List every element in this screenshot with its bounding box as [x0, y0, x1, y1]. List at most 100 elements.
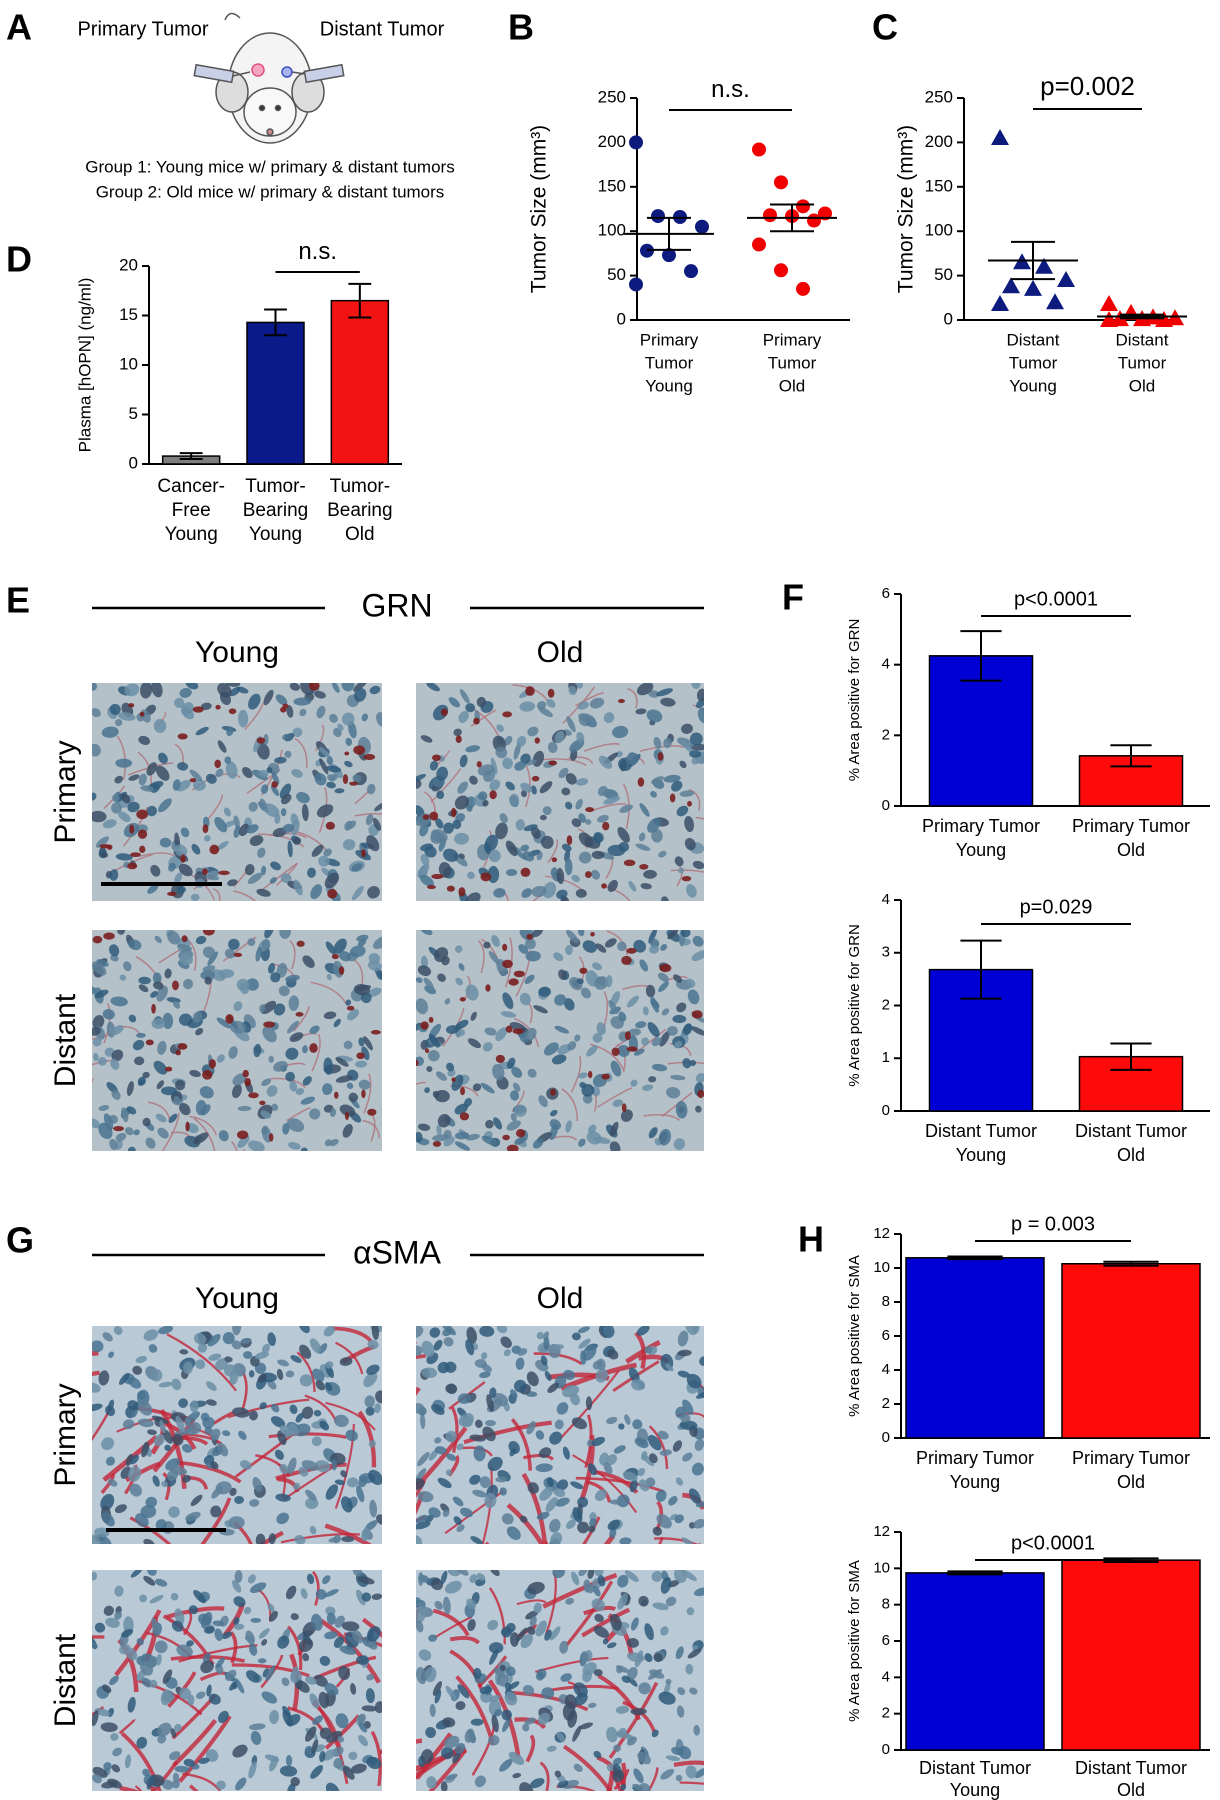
tissue-nucleus	[591, 850, 605, 860]
tissue-nucleus	[280, 808, 287, 817]
tissue-nucleus	[238, 1430, 247, 1440]
tissue-nucleus	[681, 740, 694, 754]
tissue-nucleus	[644, 1346, 653, 1354]
tissue-nucleus	[622, 1471, 638, 1481]
tissue-nucleus	[270, 1416, 286, 1428]
tissue-nucleus	[660, 943, 668, 951]
tissue-nucleus	[665, 1596, 677, 1607]
tissue-nucleus	[492, 1064, 505, 1081]
tissue-nucleus	[571, 1417, 588, 1430]
bar	[1061, 1559, 1201, 1751]
tissue-nucleus	[367, 1640, 378, 1650]
tissue-nucleus	[100, 1722, 118, 1732]
tissue-nucleus	[465, 703, 476, 713]
tissue-nucleus	[157, 1722, 172, 1737]
tissue-nucleus	[539, 1486, 554, 1501]
tissue-nucleus	[516, 735, 527, 747]
panel-label: B	[508, 7, 534, 48]
tissue-stain	[185, 1121, 190, 1132]
tissue-stain	[427, 885, 436, 890]
tissue-stain	[601, 1073, 610, 1080]
tissue-nucleus	[247, 1574, 256, 1584]
tissue-nucleus	[324, 1361, 334, 1369]
tissue-nucleus	[339, 1104, 356, 1117]
tissue-nucleus	[121, 1628, 134, 1638]
tissue-nucleus	[549, 1431, 563, 1445]
tissue-nucleus	[310, 884, 323, 900]
y-tick-label: 250	[925, 87, 953, 106]
tissue-nucleus	[607, 844, 626, 857]
tissue-nucleus	[426, 1066, 433, 1072]
tissue-nucleus	[210, 1428, 221, 1439]
tissue-nucleus	[143, 1575, 156, 1586]
tissue-nucleus	[171, 1620, 184, 1632]
tissue-nucleus	[656, 1513, 672, 1529]
tissue-nucleus	[92, 1403, 103, 1412]
tissue-stain	[585, 807, 595, 813]
tissue-strand	[470, 709, 497, 727]
tissue-nucleus	[266, 1085, 278, 1097]
tissue-nucleus	[115, 718, 123, 727]
tissue-nucleus	[637, 1468, 646, 1477]
tissue-nucleus	[417, 1491, 434, 1503]
tissue-nucleus	[630, 1617, 639, 1631]
tissue-nucleus	[345, 737, 353, 746]
tissue-nucleus	[129, 1483, 142, 1497]
tissue-nucleus	[509, 793, 520, 808]
tissue-nucleus	[324, 1682, 339, 1696]
tissue-strand	[362, 1119, 380, 1139]
y-tick-label: 0	[882, 1429, 890, 1446]
tissue-nucleus	[693, 1519, 704, 1529]
tissue-nucleus	[531, 785, 537, 795]
tissue-nucleus	[211, 1485, 223, 1499]
tissue-nucleus	[322, 1749, 337, 1761]
tissue-nucleus	[470, 1011, 477, 1021]
x-tick-label: Distant Tumor	[925, 1121, 1037, 1141]
tissue-nucleus	[202, 1652, 211, 1663]
tissue-strand	[311, 1570, 320, 1606]
tissue-nucleus	[566, 930, 579, 944]
tissue-nucleus	[638, 1682, 651, 1695]
x-tick-label: Tumor-	[330, 476, 391, 497]
tissue-nucleus	[511, 1066, 523, 1078]
tissue-nucleus	[689, 1059, 697, 1067]
tissue-stain	[296, 940, 305, 947]
tissue-nucleus	[424, 1666, 437, 1683]
tissue-nucleus	[429, 760, 439, 771]
tissue-nucleus	[269, 1710, 280, 1725]
tissue-nucleus	[287, 1423, 299, 1436]
tissue-stain	[513, 970, 525, 978]
tissue-nucleus	[496, 1326, 508, 1334]
tissue-nucleus	[284, 750, 292, 758]
tissue-nucleus	[243, 1606, 252, 1615]
tissue-nucleus	[218, 1130, 229, 1142]
tissue-nucleus	[532, 750, 545, 767]
tissue-nucleus	[358, 1037, 365, 1047]
tissue-nucleus	[102, 1009, 115, 1020]
tissue-nucleus	[520, 1634, 533, 1649]
tissue-nucleus	[313, 1409, 322, 1417]
tissue-strand	[199, 1671, 226, 1682]
data-point	[662, 248, 676, 263]
y-tick-label: 3	[882, 944, 890, 961]
tissue-nucleus	[179, 687, 192, 698]
data-point	[629, 277, 643, 292]
tissue-stain	[495, 1054, 505, 1063]
tissue-nucleus	[636, 1326, 650, 1336]
tissue-nucleus	[626, 752, 639, 765]
tissue-nucleus	[501, 1513, 514, 1525]
tissue-nucleus	[237, 1105, 252, 1112]
tissue-nucleus	[195, 1691, 206, 1699]
tissue-nucleus	[420, 865, 427, 872]
tissue-strand	[244, 702, 264, 730]
tissue-stain	[361, 849, 366, 858]
tissue-nucleus	[150, 991, 158, 998]
tissue-nucleus	[549, 1626, 561, 1641]
tissue-nucleus	[438, 862, 452, 878]
tissue-nucleus	[455, 1701, 466, 1711]
tissue-nucleus	[435, 1071, 447, 1081]
tissue-nucleus	[324, 1139, 332, 1147]
tissue-nucleus	[630, 1079, 638, 1087]
tissue-nucleus	[301, 803, 309, 822]
